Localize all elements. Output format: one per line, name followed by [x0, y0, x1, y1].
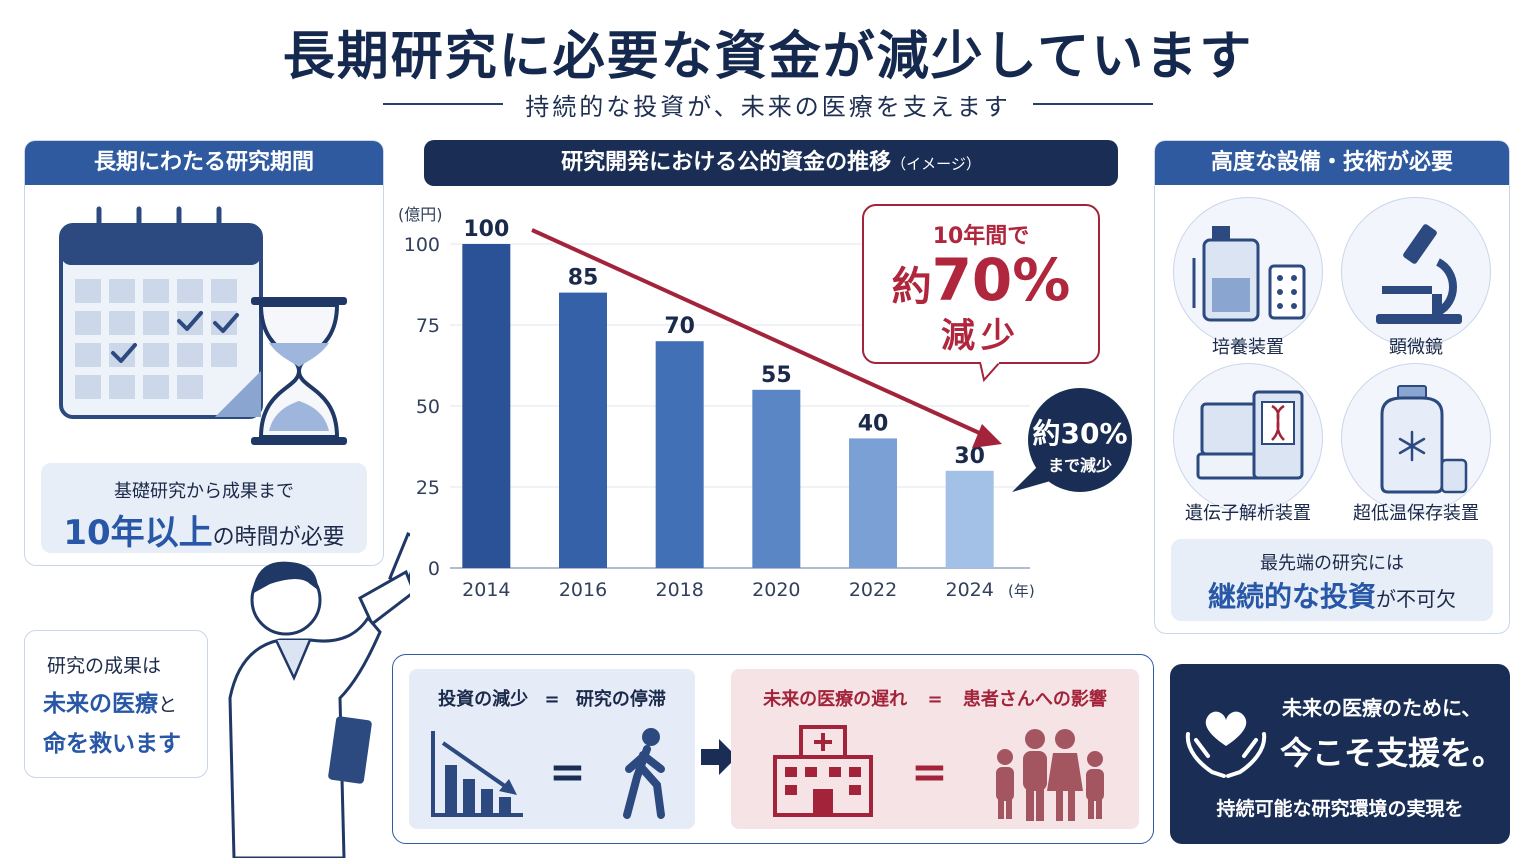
medical-heading: 未来の医療の遅れ = 患者さんへの影響	[731, 685, 1139, 711]
y-tick-label: 25	[416, 477, 440, 499]
caption-big: 10年以上	[63, 513, 213, 553]
microscope-icon	[1376, 224, 1462, 324]
equipment-panel: 高度な設備・技術が必要 培養装置 顕微鏡 遺伝子解析装置	[1154, 140, 1510, 634]
dna-sequencer-icon	[1196, 390, 1304, 480]
cta-line1: 未来の医療のために、	[1282, 696, 1482, 720]
research-stagnation-label: 研究の停滞	[575, 689, 666, 710]
equipment-label-4: 超低温保存装置	[1353, 503, 1479, 524]
x-axis-label: (年)	[1008, 582, 1035, 600]
equipment-caption: 最先端の研究には 継続的な投資が不可欠	[1171, 539, 1493, 621]
hospital-icon	[773, 725, 873, 817]
bubble-line1: 約30%	[1032, 417, 1128, 450]
caption-rest: の時間が必要	[212, 525, 345, 550]
x-tick-label: 2014	[462, 579, 510, 601]
bubble-line2: まで減少	[1047, 456, 1112, 475]
stalled-walker-icon	[623, 728, 665, 819]
patients-family-icon	[996, 729, 1104, 821]
callout-line3: 減少	[941, 316, 1021, 356]
incubator-icon	[1192, 226, 1306, 322]
equipment-label-3: 遺伝子解析装置	[1185, 503, 1311, 524]
cta-line2: 今こそ支援を。	[1280, 734, 1505, 772]
y-tick-label: 50	[416, 396, 440, 418]
speech-line2-rest: と	[158, 694, 178, 716]
impact-flow-panel: 投資の減少 = 研究の停滞 = 未来の医療の遅れ = 患者さんへの影響	[392, 654, 1154, 844]
x-tick-label: 2016	[559, 579, 607, 601]
speech-line2-big: 未来の医療	[43, 691, 158, 717]
sequencer-circle	[1173, 363, 1323, 513]
y-tick-label: 100	[404, 234, 440, 256]
right-equals-sign: =	[911, 747, 948, 798]
chart-heading-note: （イメージ）	[891, 155, 981, 173]
page-subtitle: 持続的な投資が、未来の医療を支えます	[525, 92, 1011, 121]
equipment-label-2: 顕微鏡	[1389, 337, 1443, 358]
bar-2016	[559, 292, 607, 568]
patient-impact-label: 患者さんへの影響	[962, 689, 1107, 710]
declining-chart-icon	[431, 731, 523, 817]
investment-decline-label: 投資の減少	[438, 689, 529, 710]
bar-value-label: 40	[858, 411, 889, 436]
x-tick-label: 2020	[752, 579, 800, 601]
equipment-caption-big: 継続的な投資	[1207, 580, 1376, 613]
incubator-circle	[1173, 197, 1323, 347]
subtitle-row: 持続的な投資が、未来の医療を支えます	[340, 86, 1196, 122]
caption-line1: 基礎研究から成果まで	[114, 481, 294, 502]
remaining-bubble: 約30% まで減少	[1028, 412, 1132, 476]
bar-value-label: 30	[954, 444, 985, 469]
x-tick-label: 2024	[945, 579, 993, 601]
bar-2024	[945, 470, 994, 568]
y-tick-label: 75	[416, 315, 440, 337]
decline-callout: 10年間で 約70% 減少	[862, 204, 1100, 364]
medical-delay-label: 未来の医療の遅れ	[763, 689, 908, 710]
cryogenic-storage-icon	[1380, 385, 1468, 494]
medical-equals: =	[927, 689, 943, 710]
cta-line3: 持続可能な研究環境の実現を	[1216, 798, 1464, 820]
research-period-panel: 長期にわたる研究期間 基礎研究から成果まで 10年以上の時間が必要	[24, 140, 384, 566]
funding-bar-chart: 100 85 70 55 40 30 0 25 50 75 100 2014 2016 2018 202…	[398, 205, 1035, 601]
equipment-caption-line1: 最先端の研究には	[1260, 553, 1404, 574]
calendar-hourglass-icon	[59, 206, 347, 445]
bar-2022	[849, 438, 897, 568]
equipment-caption-rest: が不可欠	[1376, 587, 1456, 611]
research-period-caption: 基礎研究から成果まで 10年以上の時間が必要	[41, 463, 367, 553]
subtitle-rule-left	[383, 103, 504, 105]
freezer-circle	[1341, 363, 1491, 513]
equipment-heading: 高度な設備・技術が必要	[1155, 141, 1509, 185]
microscope-circle	[1341, 197, 1491, 347]
speech-line3: 命を救います	[43, 731, 181, 757]
flow-arrow-icon	[701, 739, 737, 775]
left-equals-sign: =	[549, 747, 586, 798]
callout-prefix: 約	[891, 264, 932, 310]
y-tick-label: 0	[428, 558, 440, 580]
researcher-illustration	[228, 532, 410, 858]
chart-heading: 研究開発における公的資金の推移（イメージ）	[424, 140, 1118, 186]
y-axis-label: (億円)	[398, 205, 443, 224]
bar-2018	[655, 341, 704, 568]
callout-big: 70%	[931, 246, 1071, 314]
callout-tail	[978, 362, 1002, 382]
bar-value-label: 85	[568, 266, 599, 291]
trend-arrow	[531, 228, 1002, 448]
research-period-heading: 長期にわたる研究期間	[25, 141, 383, 185]
investment-stagnation-box: 投資の減少 = 研究の停滞 =	[409, 669, 695, 829]
x-tick-label: 2018	[655, 579, 703, 601]
speech-line1: 研究の成果は	[47, 655, 162, 677]
subtitle-rule-right	[1032, 103, 1153, 105]
page-title: 長期研究に必要な資金が減少しています	[282, 27, 1254, 87]
bar-2014	[462, 244, 511, 568]
speech-bubble: 研究の成果は 未来の医療と 命を救います	[24, 630, 208, 778]
callout-line1: 10年間で	[932, 224, 1030, 249]
equipment-label-1: 培養装置	[1212, 337, 1284, 358]
remaining-bubble-shape	[1012, 388, 1132, 492]
bar-value-label: 55	[761, 363, 792, 388]
bar-2020	[752, 389, 801, 568]
bar-value-label: 70	[664, 314, 695, 339]
bar-value-label: 100	[463, 217, 509, 242]
x-tick-label: 2022	[849, 579, 897, 601]
chart-heading-text: 研究開発における公的資金の推移	[561, 150, 892, 175]
heart-hands-icon	[1185, 711, 1267, 778]
investment-heading: 投資の減少 = 研究の停滞	[409, 685, 695, 711]
investment-equals: =	[544, 689, 560, 710]
medical-delay-box: 未来の医療の遅れ = 患者さんへの影響 =	[731, 669, 1139, 829]
support-cta-panel: 未来の医療のために、 今こそ支援を。 持続可能な研究環境の実現を	[1170, 664, 1510, 844]
